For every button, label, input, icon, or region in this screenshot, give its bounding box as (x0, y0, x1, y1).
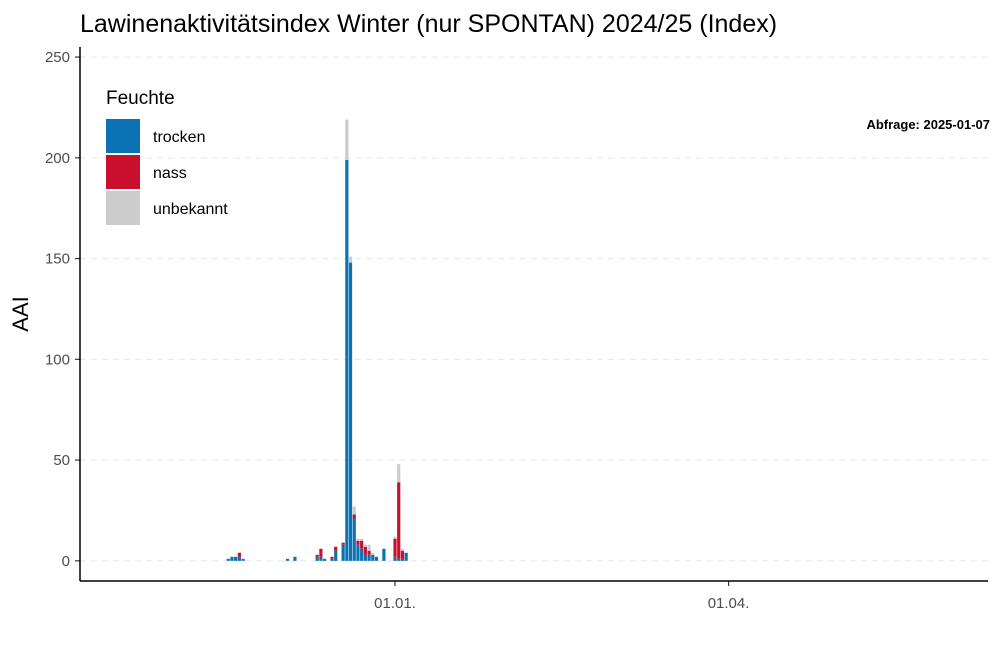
y-tick-label: 100 (45, 351, 70, 368)
bar-unbekannt (360, 538, 364, 541)
bar-trocken (382, 548, 386, 561)
legend-label-trocken: trocken (153, 129, 205, 146)
bar-nass (367, 550, 371, 555)
bar-trocken (374, 556, 379, 561)
bar-nass (400, 550, 405, 559)
bar-trocken (348, 262, 353, 561)
chart-title: Lawinenaktivitätsindex Winter (nur SPONT… (80, 10, 777, 38)
y-axis-label: AAI (8, 296, 33, 331)
legend-swatch-unbekannt (106, 191, 140, 225)
bar-unbekannt (397, 464, 401, 483)
bar-unbekannt (352, 506, 356, 515)
bar-unbekannt (345, 119, 349, 160)
bar-nass (397, 482, 401, 559)
bar-unbekannt (356, 538, 360, 541)
bar-nass (393, 538, 397, 557)
bar-trocken (371, 554, 375, 561)
bar-trocken (352, 518, 356, 561)
legend-title: Feuchte (106, 88, 175, 109)
legend-label-unbekannt: unbekannt (153, 201, 228, 218)
bar-nass (237, 552, 241, 557)
bar-unbekannt (348, 256, 353, 263)
bar-trocken (356, 544, 360, 561)
bar-trocken (234, 556, 238, 561)
x-ticks: 01.01. 01.04. (374, 581, 749, 612)
bar-trocken (285, 558, 290, 561)
bar-unbekannt (400, 548, 405, 551)
bar-trocken (397, 558, 401, 561)
bar-trocken (293, 556, 297, 561)
y-tick-label: 50 (53, 452, 70, 469)
query-date-annotation: Abfrage: 2025-01-07 (866, 117, 990, 132)
bar-unbekannt (371, 552, 375, 555)
bar-trocken (237, 556, 241, 561)
legend-swatch-trocken (106, 119, 140, 153)
bar-trocken (241, 558, 245, 561)
x-tick-label: 01.04. (708, 595, 750, 612)
bar-trocken (393, 556, 397, 561)
y-tick-label: 0 (62, 553, 70, 570)
bar-nass (360, 540, 364, 549)
bar-trocken (330, 558, 334, 561)
bar-trocken (367, 554, 371, 561)
gridlines (80, 56, 988, 562)
legend-swatch-nass (106, 155, 140, 189)
bar-unbekannt (363, 544, 367, 547)
bar-trocken (341, 544, 345, 561)
y-tick-label: 200 (45, 150, 70, 167)
bar-nass (330, 556, 334, 559)
bar-trocken (360, 548, 364, 561)
legend-label-nass: nass (153, 165, 187, 182)
bar-trocken (404, 552, 408, 561)
y-ticks: 0 50 100 150 200 250 (45, 49, 80, 570)
y-tick-label: 150 (45, 251, 70, 268)
bars (226, 119, 408, 561)
bar-nass (352, 514, 356, 519)
bar-unbekannt (393, 536, 397, 539)
bar-nass (356, 540, 360, 545)
bar-trocken (315, 556, 319, 561)
bar-nass (319, 548, 323, 557)
bar-nass (341, 542, 345, 545)
bar-nass (334, 546, 338, 551)
legend: Feuchte trocken nass unbekannt (106, 88, 228, 225)
bar-trocken (334, 550, 338, 561)
bar-trocken (230, 556, 234, 561)
bar-trocken (226, 558, 230, 561)
bar-trocken (319, 556, 323, 561)
bar-nass (363, 546, 367, 555)
bar-trocken (323, 558, 327, 561)
bar-nass (315, 554, 319, 557)
bar-unbekannt (367, 544, 371, 551)
x-tick-label: 01.01. (374, 595, 416, 612)
bar-trocken (345, 159, 349, 561)
bar-trocken (400, 558, 405, 561)
bar-trocken (363, 554, 367, 561)
y-tick-label: 250 (45, 49, 70, 66)
